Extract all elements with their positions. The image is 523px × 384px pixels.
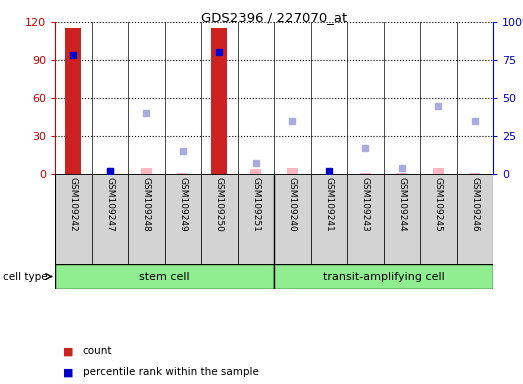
Bar xyxy=(251,169,261,174)
Bar xyxy=(55,174,92,264)
Text: ■: ■ xyxy=(63,367,73,377)
Bar xyxy=(274,264,493,289)
Text: stem cell: stem cell xyxy=(139,271,190,281)
Bar xyxy=(396,173,407,174)
Text: transit-amplifying cell: transit-amplifying cell xyxy=(323,271,445,281)
Bar xyxy=(177,173,188,174)
Text: count: count xyxy=(83,346,112,356)
Bar xyxy=(165,174,201,264)
Text: GSM109240: GSM109240 xyxy=(288,177,297,232)
Text: GSM109250: GSM109250 xyxy=(215,177,224,232)
Text: GSM109248: GSM109248 xyxy=(142,177,151,232)
Text: GSM109245: GSM109245 xyxy=(434,177,443,232)
Text: ■: ■ xyxy=(63,346,73,356)
Bar xyxy=(311,174,347,264)
Bar xyxy=(237,174,274,264)
Text: GSM109244: GSM109244 xyxy=(397,177,406,231)
Bar xyxy=(211,28,228,174)
Text: GSM109251: GSM109251 xyxy=(251,177,260,232)
Bar xyxy=(347,174,383,264)
Bar xyxy=(92,174,128,264)
Bar xyxy=(383,174,420,264)
Bar xyxy=(287,168,298,174)
Bar xyxy=(457,174,493,264)
Bar xyxy=(55,264,274,289)
Text: GSM109247: GSM109247 xyxy=(105,177,114,232)
Text: GSM109249: GSM109249 xyxy=(178,177,187,232)
Text: GDS2396 / 227070_at: GDS2396 / 227070_at xyxy=(201,12,347,25)
Text: cell type: cell type xyxy=(3,271,47,281)
Bar xyxy=(433,168,444,174)
Bar xyxy=(469,173,480,174)
Text: GSM109242: GSM109242 xyxy=(69,177,78,231)
Bar xyxy=(274,174,311,264)
Bar xyxy=(141,168,152,174)
Text: GSM109243: GSM109243 xyxy=(361,177,370,232)
Text: GSM109246: GSM109246 xyxy=(470,177,479,232)
Bar xyxy=(420,174,457,264)
Bar xyxy=(65,28,82,174)
Bar xyxy=(128,174,165,264)
Text: percentile rank within the sample: percentile rank within the sample xyxy=(83,367,258,377)
Text: GSM109241: GSM109241 xyxy=(324,177,333,232)
Bar xyxy=(360,173,371,174)
Bar xyxy=(201,174,237,264)
